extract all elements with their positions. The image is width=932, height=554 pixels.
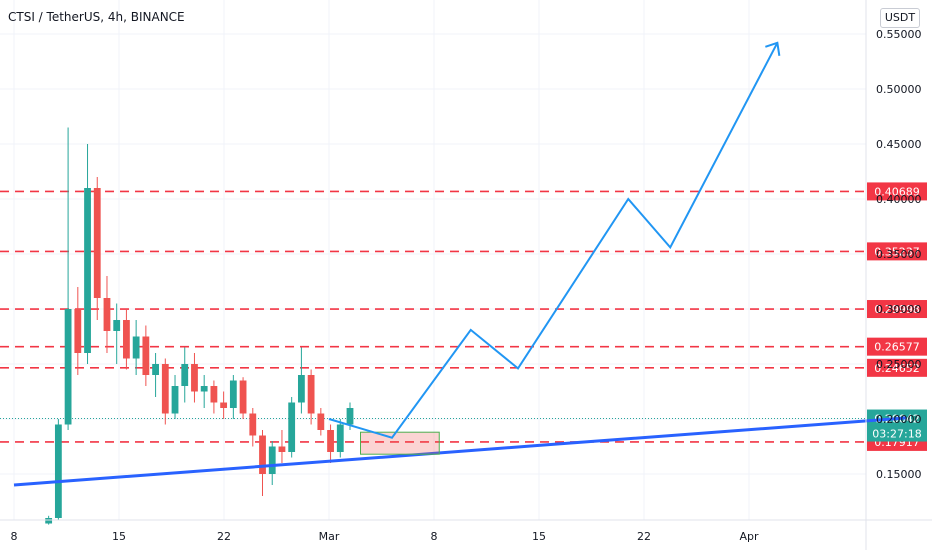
candle-body — [191, 364, 198, 392]
y-tick-label: 0.30000 — [876, 303, 922, 316]
candle-body — [132, 336, 140, 359]
level-price-label: 0.29998 — [874, 303, 920, 316]
candle-body — [336, 424, 344, 452]
candle-body — [259, 435, 266, 474]
level-price-tag — [867, 337, 927, 356]
candle-body — [142, 336, 150, 375]
x-tick-label: Mar — [319, 530, 340, 543]
candle-body — [229, 380, 237, 408]
trendline — [13, 416, 907, 487]
level-price-tag — [867, 242, 927, 261]
candle-body — [171, 386, 179, 414]
level-price-label: 0.24652 — [874, 362, 920, 375]
candle-body — [84, 188, 91, 353]
x-tick-label: 15 — [532, 530, 546, 543]
level-price-tag — [867, 300, 927, 319]
candle-body — [74, 309, 82, 353]
projection-arrowhead — [765, 41, 781, 56]
x-tick-label: 8 — [431, 530, 438, 543]
level-price-label: 0.35237 — [874, 245, 920, 258]
candle-body — [278, 446, 286, 452]
buy-zone — [360, 431, 440, 455]
candle-body — [161, 364, 169, 414]
y-tick-label: 0.20000 — [876, 413, 922, 426]
candle-body — [54, 424, 62, 518]
candle-body — [239, 380, 247, 414]
x-tick-label: 22 — [637, 530, 651, 543]
countdown-label: 03:27:18 — [872, 428, 921, 441]
candle-body — [113, 320, 121, 331]
candle-body — [93, 188, 101, 298]
candle-body — [123, 320, 130, 359]
projection-path — [328, 42, 779, 439]
candle-body — [103, 298, 111, 331]
currency-button[interactable]: USDT — [880, 8, 920, 28]
candle-body — [45, 518, 53, 524]
x-tick-label: 8 — [11, 530, 18, 543]
candle-body — [200, 386, 208, 392]
y-tick-label: 0.35000 — [876, 248, 922, 261]
candle-body — [327, 430, 334, 452]
level-price-label: 0.26577 — [874, 341, 920, 354]
x-tick-label: 15 — [112, 530, 126, 543]
level-price-label: 0.40689 — [874, 185, 920, 198]
y-tick-label: 0.45000 — [876, 138, 922, 151]
candle-body — [346, 408, 354, 425]
candle-body — [249, 413, 257, 436]
candle-body — [317, 413, 325, 430]
candle-body — [297, 375, 305, 403]
y-tick-label: 0.25000 — [876, 358, 922, 371]
candle-body — [181, 364, 189, 386]
candle-body — [220, 402, 228, 408]
candle-body — [152, 364, 159, 375]
x-tick-label: Apr — [739, 530, 759, 543]
candle-body — [288, 402, 296, 452]
candle-body — [64, 309, 72, 425]
y-tick-label: 0.50000 — [876, 83, 922, 96]
candle-body — [268, 446, 276, 474]
last-price-tag — [867, 409, 927, 442]
candle-body — [210, 386, 218, 403]
candle-body — [307, 375, 315, 414]
y-tick-label: 0.40000 — [876, 193, 922, 206]
level-price-tag — [867, 358, 927, 377]
level-price-tag — [867, 182, 927, 201]
x-tick-label: 22 — [217, 530, 231, 543]
y-tick-label: 0.15000 — [876, 468, 922, 481]
symbol-title: CTSI / TetherUS, 4h, BINANCE — [8, 10, 185, 24]
y-tick-label: 0.55000 — [876, 28, 922, 41]
